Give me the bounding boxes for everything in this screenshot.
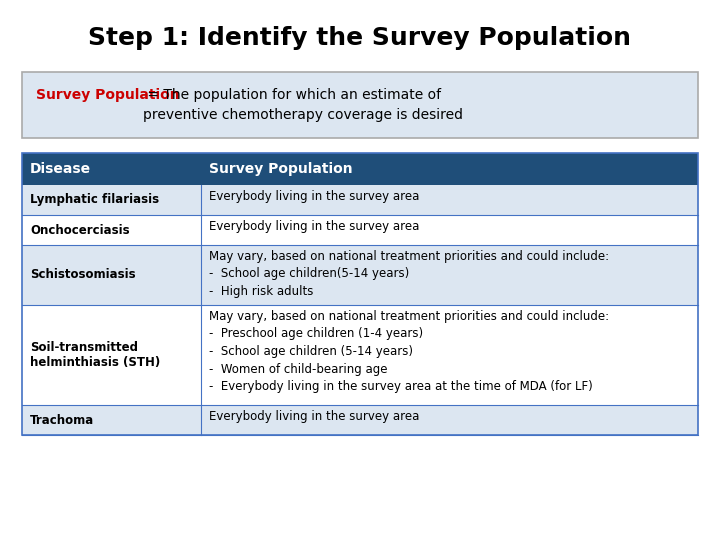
Text: Everybody living in the survey area: Everybody living in the survey area [209,410,420,423]
Bar [22,405,698,435]
Bar [22,185,698,215]
Bar [22,305,698,405]
Text: May vary, based on national treatment priorities and could include:
-  School ag: May vary, based on national treatment pr… [209,250,609,298]
Text: Disease: Disease [30,162,91,176]
Text: May vary, based on national treatment priorities and could include:
-  Preschool: May vary, based on national treatment pr… [209,310,609,393]
Text: Soil-transmitted
helminthiasis (STH): Soil-transmitted helminthiasis (STH) [30,341,161,369]
Text: Onchocerciasis: Onchocerciasis [30,224,130,237]
Text: Survey Population: Survey Population [36,88,179,102]
Bar [22,245,698,305]
Bar [22,72,698,138]
Text: Everybody living in the survey area: Everybody living in the survey area [209,190,420,203]
Text: Trachoma: Trachoma [30,414,94,427]
Bar [22,153,698,435]
Text: Everybody living in the survey area: Everybody living in the survey area [209,220,420,233]
Text: Schistosomiasis: Schistosomiasis [30,268,135,281]
Text: Lymphatic filariasis: Lymphatic filariasis [30,193,159,206]
Text: = The population for which an estimate of
preventive chemotherapy coverage is de: = The population for which an estimate o… [143,88,463,122]
Text: Step 1: Identify the Survey Population: Step 1: Identify the Survey Population [89,26,631,50]
Bar [22,215,698,245]
Bar [22,153,698,185]
Text: Survey Population: Survey Population [209,162,353,176]
